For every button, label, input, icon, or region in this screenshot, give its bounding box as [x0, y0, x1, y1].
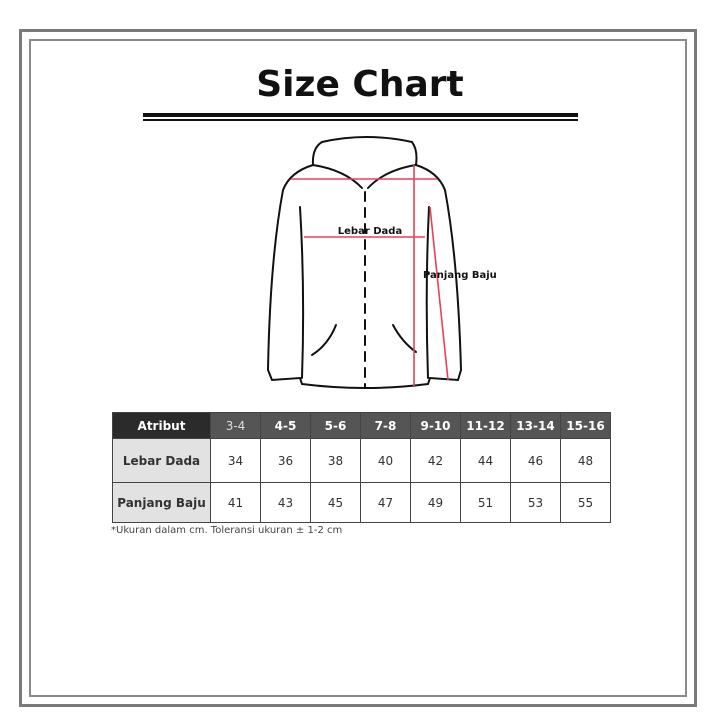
- cell: 51: [460, 482, 511, 523]
- cell: 41: [210, 482, 261, 523]
- chest-label: Lebar Dada: [338, 226, 402, 237]
- left-pocket: [311, 324, 337, 356]
- header-size: 5-6: [310, 412, 361, 439]
- title-underline: [143, 113, 578, 117]
- row-label: Lebar Dada: [112, 438, 211, 483]
- hood-left: [312, 164, 363, 189]
- hood-right: [367, 164, 417, 189]
- length-label: Panjang Baju: [423, 270, 497, 281]
- header-size: 4-5: [260, 412, 311, 439]
- hood-outline: [311, 136, 418, 166]
- header-size: 7-8: [360, 412, 411, 439]
- header-size: 9-10: [410, 412, 461, 439]
- cell: 53: [510, 482, 561, 523]
- cell: 55: [560, 482, 611, 523]
- table-row: Panjang Baju 41 43 45 47 49 51 53 55: [112, 482, 611, 523]
- size-table: Atribut 3-4 4-5 5-6 7-8 9-10 11-12 13-14…: [112, 412, 611, 523]
- cell: 34: [210, 438, 261, 483]
- table-header-row: Atribut 3-4 4-5 5-6 7-8 9-10 11-12 13-14…: [112, 412, 611, 439]
- cell: 45: [310, 482, 361, 523]
- cell: 40: [360, 438, 411, 483]
- cell: 44: [460, 438, 511, 483]
- cell: 42: [410, 438, 461, 483]
- cell: 46: [510, 438, 561, 483]
- cell: 38: [310, 438, 361, 483]
- title-underline-thin: [143, 119, 578, 121]
- cell: 43: [260, 482, 311, 523]
- header-size: 11-12: [460, 412, 511, 439]
- cell: 36: [260, 438, 311, 483]
- table-row: Lebar Dada 34 36 38 40 42 44 46 48: [112, 438, 611, 483]
- cell: 48: [560, 438, 611, 483]
- header-size: 13-14: [510, 412, 561, 439]
- header-size: 15-16: [560, 412, 611, 439]
- page-title: Size Chart: [256, 64, 464, 105]
- cell: 47: [360, 482, 411, 523]
- right-pocket: [392, 324, 417, 353]
- inner-frame: [29, 39, 687, 697]
- header-size: 3-4: [210, 412, 261, 439]
- cell: 49: [410, 482, 461, 523]
- tolerance-note: *Ukuran dalam cm. Toleransi ukuran ± 1-2…: [111, 525, 343, 536]
- right-inner-seam: [425, 206, 430, 379]
- left-inner-seam: [299, 206, 305, 379]
- sleeve-measure-line: [429, 206, 449, 381]
- header-attribute: Atribut: [112, 412, 211, 439]
- outer-frame: [19, 29, 697, 707]
- row-label: Panjang Baju: [112, 482, 211, 523]
